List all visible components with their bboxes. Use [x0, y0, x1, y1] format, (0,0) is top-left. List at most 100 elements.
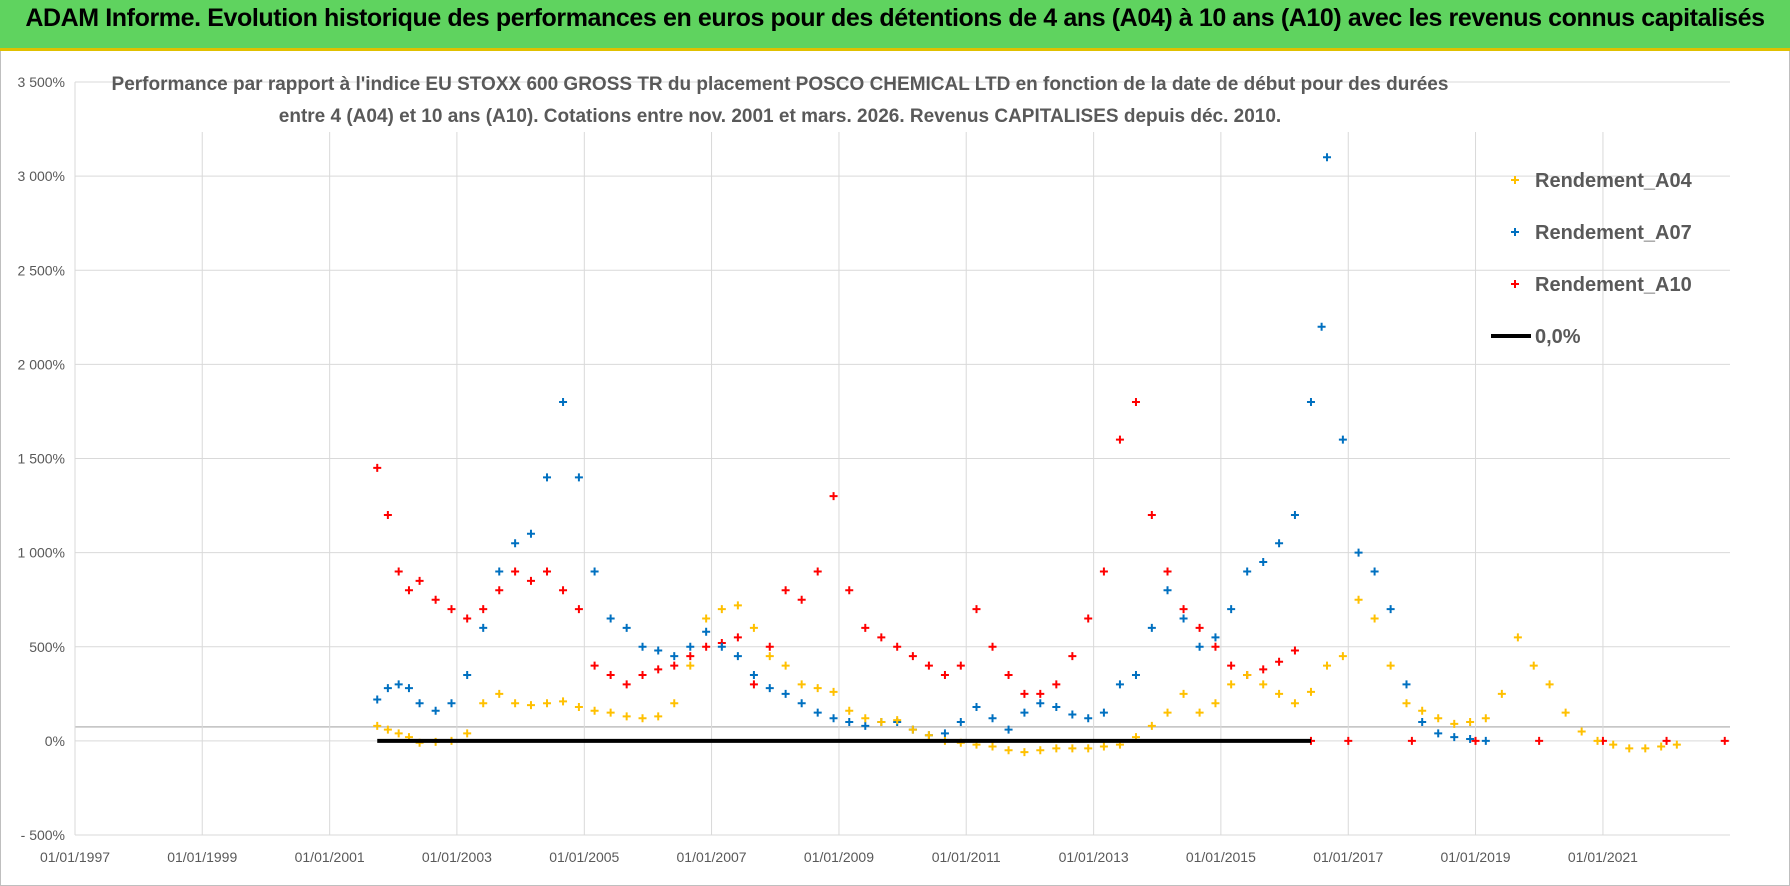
data-point [590, 567, 599, 576]
title-banner: ADAM Informe. Evolution historique des p… [0, 0, 1790, 51]
data-point [1593, 736, 1602, 745]
data-point [431, 595, 440, 604]
y-tick-label: 2 500% [18, 262, 65, 278]
data-point [670, 661, 679, 670]
data-point [373, 721, 382, 730]
data-point [1084, 614, 1093, 623]
y-tick-label: 1 000% [18, 545, 65, 561]
data-point [1147, 510, 1156, 519]
data-point [717, 605, 726, 614]
data-point [1625, 744, 1634, 753]
data-point [861, 714, 870, 723]
data-point [749, 680, 758, 689]
data-point [447, 699, 456, 708]
data-point [654, 646, 663, 655]
data-point [1211, 642, 1220, 651]
data-point [845, 706, 854, 715]
data-point [1195, 623, 1204, 632]
data-point [1290, 646, 1299, 655]
data-point [702, 627, 711, 636]
data-point [1545, 680, 1554, 689]
data-point [1338, 652, 1347, 661]
data-point [988, 742, 997, 751]
legend-label: Rendement_A07 [1535, 222, 1692, 244]
data-point [1306, 687, 1315, 696]
data-point [988, 714, 997, 723]
data-point [447, 605, 456, 614]
data-point [1402, 680, 1411, 689]
data-point [1577, 727, 1586, 736]
data-point [543, 473, 552, 482]
x-tick-label: 01/01/2009 [804, 849, 874, 865]
data-point [1227, 680, 1236, 689]
banner-title: ADAM Informe. Evolution historique des p… [25, 4, 1765, 32]
data-point [861, 623, 870, 632]
data-point [1179, 614, 1188, 623]
data-point [797, 699, 806, 708]
x-tick-label: 01/01/2015 [1186, 849, 1256, 865]
x-tick-label: 01/01/2019 [1440, 849, 1510, 865]
data-point [1227, 661, 1236, 670]
data-point [638, 714, 647, 723]
data-point [1004, 746, 1013, 755]
data-point [813, 708, 822, 717]
data-point [1227, 605, 1236, 614]
x-tick-label: 01/01/2005 [549, 849, 619, 865]
data-point [765, 642, 774, 651]
data-point [559, 398, 568, 407]
y-tick-label: 3 500% [18, 74, 65, 90]
chart-title-line-1: Performance par rapport à l'indice EU ST… [112, 74, 1449, 95]
data-point [1338, 435, 1347, 444]
data-point [622, 623, 631, 632]
data-point [638, 670, 647, 679]
data-point [404, 684, 413, 693]
y-axis-ticks: 3 500% 3 000% 2 500% 2 000% 1 500% 1 000% 500%… [18, 74, 65, 843]
x-tick-label: 01/01/2003 [422, 849, 492, 865]
data-point [606, 614, 615, 623]
data-point [1099, 567, 1108, 576]
data-point [1004, 670, 1013, 679]
data-point [1481, 736, 1490, 745]
data-point [559, 586, 568, 595]
data-point [1354, 548, 1363, 557]
data-point [749, 670, 758, 679]
data-point [1259, 680, 1268, 689]
data-point [1179, 689, 1188, 698]
data-point [861, 721, 870, 730]
data-point [1243, 670, 1252, 679]
data-point [1386, 605, 1395, 614]
data-point [781, 689, 790, 698]
data-point [431, 706, 440, 715]
data-point [606, 670, 615, 679]
data-point [574, 473, 583, 482]
data-marks [373, 153, 1729, 757]
data-point [1407, 736, 1416, 745]
data-point [1466, 734, 1475, 743]
data-point [415, 699, 424, 708]
data-point [845, 718, 854, 727]
data-point [1195, 642, 1204, 651]
data-point [1529, 661, 1538, 670]
data-point [893, 716, 902, 725]
data-point [829, 492, 838, 501]
chart-title-line-2: entre 4 (A04) et 10 ans (A10). Cotations… [279, 106, 1281, 127]
data-point [1418, 718, 1427, 727]
data-point [765, 652, 774, 661]
data-point [1497, 689, 1506, 698]
data-point [908, 652, 917, 661]
data-point [1466, 718, 1475, 727]
data-point [1084, 744, 1093, 753]
data-point [1068, 744, 1077, 753]
data-point [543, 567, 552, 576]
data-point [1609, 740, 1618, 749]
data-point [1211, 699, 1220, 708]
data-point [686, 652, 695, 661]
data-point [670, 699, 679, 708]
data-point [940, 729, 949, 738]
data-point [383, 510, 392, 519]
data-point [526, 576, 535, 585]
data-point [1535, 736, 1544, 745]
data-point [373, 463, 382, 472]
data-point [1020, 748, 1029, 757]
